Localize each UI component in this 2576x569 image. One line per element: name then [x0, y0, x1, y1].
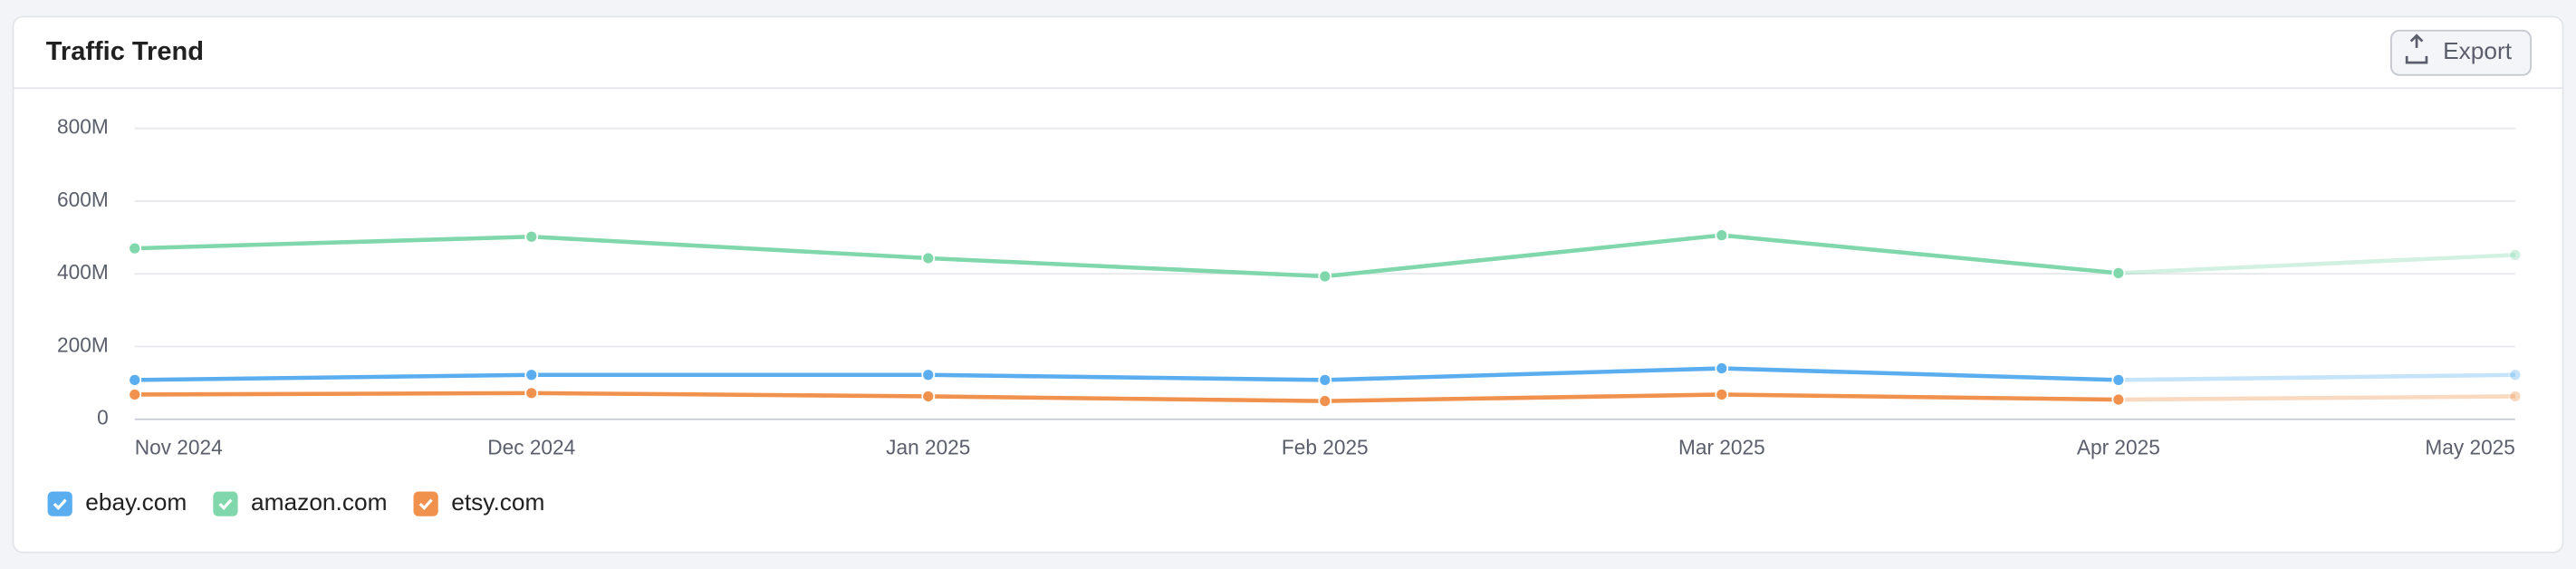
x-tick-label: Apr 2025 [2077, 435, 2160, 458]
data-point [1318, 394, 1332, 409]
data-point [2111, 265, 2126, 280]
data-point [128, 241, 142, 256]
export-button[interactable]: Export [2390, 29, 2533, 76]
export-label: Export [2443, 37, 2513, 64]
data-point [1715, 228, 1729, 243]
data-point [1318, 269, 1332, 284]
series-line-partial [2118, 394, 2515, 402]
legend-checkbox [413, 491, 438, 516]
legend-item[interactable]: amazon.com [213, 488, 388, 516]
data-point [2508, 247, 2523, 262]
legend-label: etsy.com [451, 488, 544, 516]
data-point [921, 368, 936, 382]
legend-checkbox [47, 491, 72, 516]
series-line-partial [2118, 372, 2515, 382]
x-tick-label: Mar 2025 [1678, 435, 1765, 458]
y-tick-label: 200M [57, 333, 109, 356]
data-point [921, 251, 936, 265]
y-tick-label: 800M [57, 115, 109, 139]
series-line [134, 366, 2119, 382]
data-point [524, 386, 539, 400]
data-point [524, 368, 539, 382]
data-point [1318, 372, 1332, 387]
legend-check [53, 498, 67, 511]
card [12, 15, 2564, 554]
x-tick-label: Feb 2025 [1282, 435, 1369, 458]
series-line-partial [2118, 253, 2515, 275]
legend-label: amazon.com [251, 488, 387, 516]
legend-checkbox [213, 491, 238, 516]
x-tick-label: Nov 2024 [135, 435, 223, 458]
data-point [1715, 388, 1729, 401]
legend-label: ebay.com [85, 488, 187, 516]
legend-check [218, 498, 233, 511]
legend-item[interactable]: ebay.com [47, 488, 187, 516]
export-icon [2405, 34, 2428, 64]
x-tick-label: Jan 2025 [886, 435, 970, 458]
data-point [128, 388, 142, 401]
x-tick-label: Dec 2024 [487, 435, 575, 458]
data-point [921, 390, 936, 403]
series-line [134, 391, 2119, 403]
data-point [2508, 368, 2523, 382]
data-point [1715, 362, 1729, 375]
y-tick-label: 600M [57, 188, 109, 211]
data-point [128, 372, 142, 387]
legend-item[interactable]: etsy.com [413, 488, 545, 516]
x-tick-label: May 2025 [2425, 435, 2515, 458]
legend-check [418, 498, 433, 511]
chart-title: Traffic Trend [46, 37, 204, 66]
data-point [2508, 390, 2523, 403]
data-point [524, 229, 539, 244]
series-line [134, 233, 2119, 279]
y-tick-label: 0 [97, 406, 109, 429]
data-point [2111, 372, 2126, 387]
data-point [2111, 392, 2126, 407]
y-tick-label: 400M [57, 260, 109, 284]
